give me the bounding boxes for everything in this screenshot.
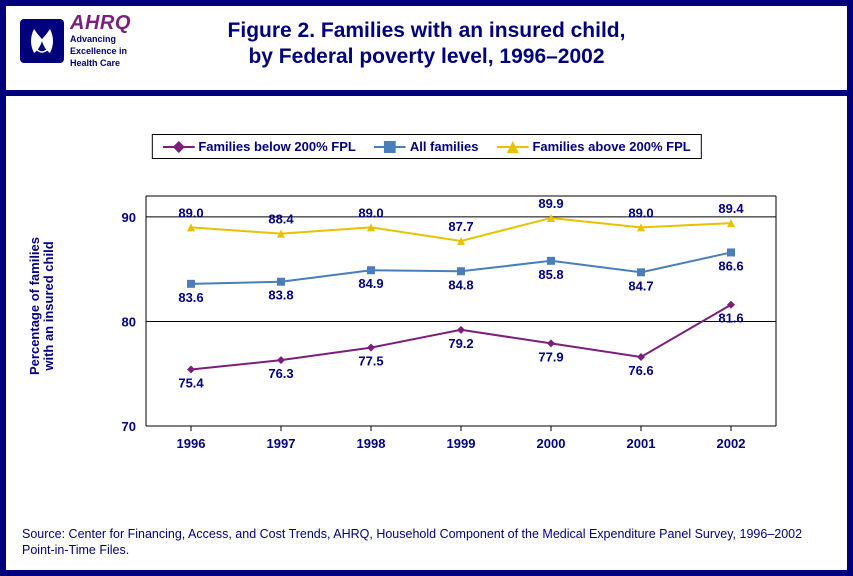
x-tick-label: 2000 xyxy=(537,436,566,451)
x-tick-label: 1999 xyxy=(447,436,476,451)
ahrq-tagline-2: Excellence in xyxy=(70,47,131,57)
y-tick-label: 70 xyxy=(122,419,136,434)
hhs-emblem-icon xyxy=(20,19,64,63)
data-label: 83.6 xyxy=(178,290,203,305)
data-label: 76.6 xyxy=(628,363,653,378)
data-label: 84.8 xyxy=(448,277,473,292)
ahrq-tagline-1: Advancing xyxy=(70,35,131,45)
data-label: 85.8 xyxy=(538,267,563,282)
data-label: 76.3 xyxy=(268,366,293,381)
y-axis-label-l2: with an insured child xyxy=(42,156,56,456)
data-label: 89.0 xyxy=(628,205,653,220)
chart-area: Families below 200% FPL All families Famil… xyxy=(6,106,847,510)
ahrq-tagline-3: Health Care xyxy=(70,59,131,69)
data-label: 77.9 xyxy=(538,349,563,364)
data-label: 84.9 xyxy=(358,276,383,291)
data-label: 89.0 xyxy=(358,205,383,220)
triangle-marker-icon xyxy=(506,141,518,156)
legend-swatch-icon xyxy=(496,140,528,154)
x-tick-label: 1998 xyxy=(357,436,386,451)
square-marker-icon xyxy=(384,141,396,156)
x-tick-label: 2001 xyxy=(627,436,656,451)
data-label: 83.8 xyxy=(268,288,293,303)
x-tick-label: 1996 xyxy=(177,436,206,451)
legend-swatch-icon xyxy=(162,140,194,154)
line-chart: 70 80 90 1996 1997 1998 1999 2000 2001 2002 75.4 76… xyxy=(96,176,796,476)
y-tick-label: 90 xyxy=(122,210,136,225)
diamond-marker-icon xyxy=(172,141,184,156)
y-tick-label: 80 xyxy=(122,314,136,329)
data-label: 81.6 xyxy=(718,311,743,326)
data-label: 84.7 xyxy=(628,278,653,293)
legend-item: Families below 200% FPL xyxy=(162,139,356,154)
data-label: 89.0 xyxy=(178,205,203,220)
data-label: 89.9 xyxy=(538,196,563,211)
y-axis-label: Percentage of families with an insured c… xyxy=(28,156,68,456)
data-label: 86.6 xyxy=(718,258,743,273)
data-label: 79.2 xyxy=(448,336,473,351)
header-rule xyxy=(6,90,847,96)
source-note: Source: Center for Financing, Access, an… xyxy=(22,526,831,559)
legend-label: Families below 200% FPL xyxy=(198,139,356,154)
legend-swatch-icon xyxy=(374,140,406,154)
legend: Families below 200% FPL All families Famil… xyxy=(151,134,701,159)
data-label: 77.5 xyxy=(358,354,383,369)
legend-label: All families xyxy=(410,139,479,154)
slide-frame: AHRQ Advancing Excellence in Health Care… xyxy=(0,0,853,576)
ahrq-logo-text: AHRQ Advancing Excellence in Health Care xyxy=(70,13,131,69)
legend-item: Families above 200% FPL xyxy=(496,139,690,154)
data-label: 88.4 xyxy=(268,212,294,227)
legend-item: All families xyxy=(374,139,479,154)
x-tick-label: 2002 xyxy=(717,436,746,451)
data-label: 89.4 xyxy=(718,201,744,216)
y-axis-label-l1: Percentage of families xyxy=(28,156,42,456)
ahrq-brand: AHRQ xyxy=(70,13,131,33)
logo-block: AHRQ Advancing Excellence in Health Care xyxy=(20,12,170,70)
x-tick-label: 1997 xyxy=(267,436,296,451)
data-label: 87.7 xyxy=(448,219,473,234)
legend-label: Families above 200% FPL xyxy=(532,139,690,154)
header: AHRQ Advancing Excellence in Health Care… xyxy=(6,6,847,86)
data-label: 75.4 xyxy=(178,376,204,391)
